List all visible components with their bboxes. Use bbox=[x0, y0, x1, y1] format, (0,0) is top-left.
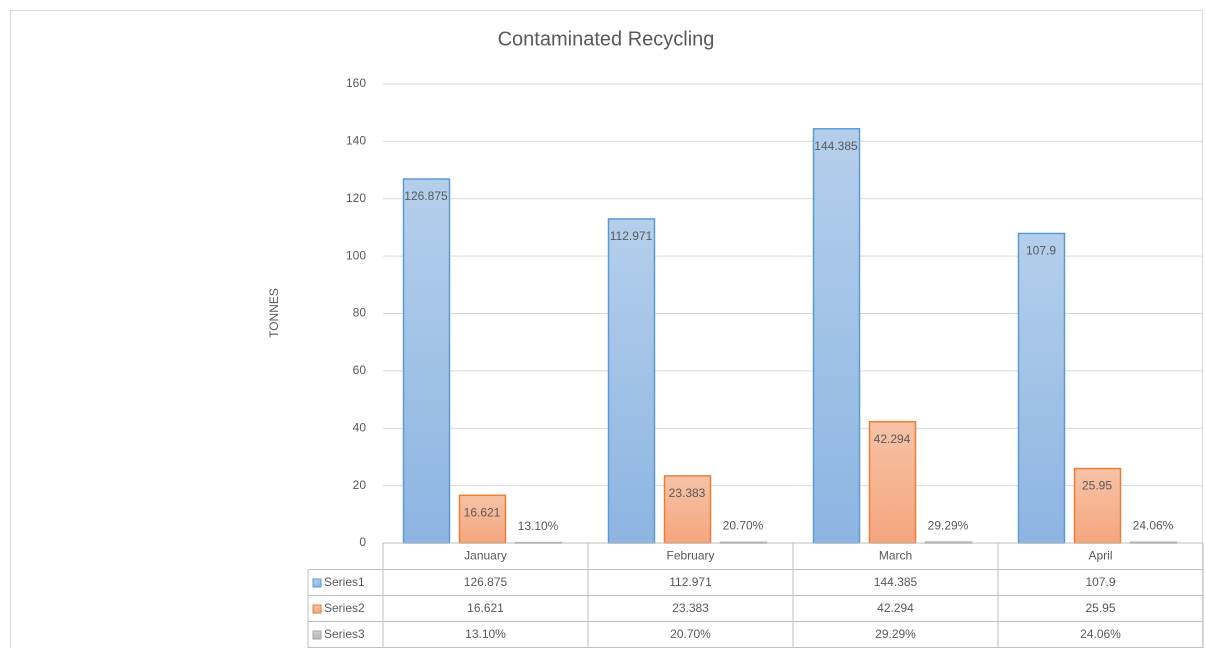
data-label: 144.385 bbox=[814, 139, 858, 153]
bar bbox=[607, 218, 656, 544]
data-label: 16.621 bbox=[464, 505, 501, 519]
y-tick-label: 40 bbox=[353, 420, 367, 434]
y-tick-label: 80 bbox=[353, 306, 367, 320]
table-cell: 144.385 bbox=[874, 575, 918, 589]
table-cell: 107.9 bbox=[1085, 575, 1115, 589]
table-cell: 13.10% bbox=[465, 627, 506, 641]
y-tick-label: 60 bbox=[353, 363, 367, 377]
legend-key bbox=[312, 578, 322, 588]
data-label: 42.294 bbox=[874, 432, 911, 446]
y-tick-label: 120 bbox=[346, 191, 366, 205]
data-label: 126.875 bbox=[404, 189, 448, 203]
y-tick-label: 160 bbox=[346, 76, 366, 90]
table-cell: 23.383 bbox=[672, 601, 709, 615]
data-label: 25.95 bbox=[1082, 479, 1112, 493]
x-tick-label: February bbox=[666, 549, 714, 563]
legend-key bbox=[312, 604, 322, 614]
legend-label: Series3 bbox=[324, 627, 365, 641]
bar bbox=[663, 475, 712, 544]
data-label: 20.70% bbox=[723, 519, 764, 533]
data-label: 24.06% bbox=[1133, 518, 1174, 532]
y-axis-label: TONNES bbox=[267, 288, 281, 338]
x-tick-label: March bbox=[879, 549, 912, 563]
y-tick-label: 100 bbox=[346, 248, 366, 262]
y-tick-label: 140 bbox=[346, 134, 366, 148]
data-label: 29.29% bbox=[928, 518, 969, 532]
y-tick-label: 20 bbox=[353, 478, 367, 492]
data-label: 107.9 bbox=[1026, 244, 1056, 258]
table-cell: 20.70% bbox=[670, 627, 711, 641]
data-label: 23.383 bbox=[669, 486, 706, 500]
y-tick-label: 0 bbox=[359, 535, 366, 549]
table-cell: 126.875 bbox=[464, 575, 508, 589]
chart-title: Contaminated Recycling bbox=[498, 28, 715, 50]
table-cell: 16.621 bbox=[467, 601, 504, 615]
legend-key bbox=[312, 630, 322, 640]
bar bbox=[1017, 232, 1066, 544]
legend-label: Series2 bbox=[324, 601, 365, 615]
table-cell: 42.294 bbox=[877, 601, 914, 615]
data-label: 13.10% bbox=[518, 519, 559, 533]
table-cell: 24.06% bbox=[1080, 627, 1121, 641]
table-cell: 25.95 bbox=[1085, 601, 1115, 615]
table-cell: 29.29% bbox=[875, 627, 916, 641]
bar bbox=[812, 128, 861, 544]
legend-label: Series1 bbox=[324, 575, 365, 589]
table-cell: 112.971 bbox=[669, 575, 712, 589]
bar bbox=[402, 178, 451, 544]
bar bbox=[458, 494, 507, 544]
chart-border bbox=[10, 10, 1203, 648]
x-tick-label: January bbox=[464, 549, 507, 563]
bar bbox=[1073, 467, 1122, 544]
x-tick-label: April bbox=[1088, 549, 1112, 563]
data-label: 112.971 bbox=[610, 229, 653, 243]
